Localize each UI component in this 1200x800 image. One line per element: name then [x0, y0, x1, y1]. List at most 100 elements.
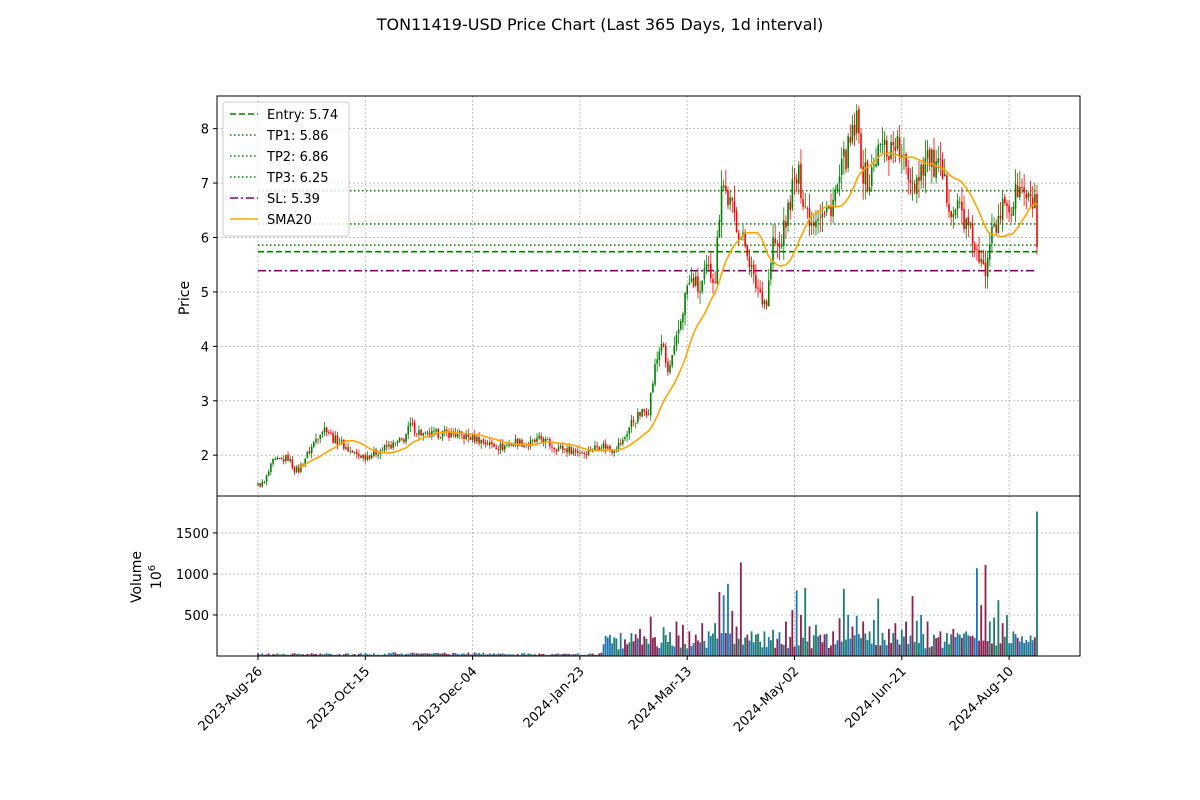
candle-body — [626, 434, 628, 437]
volume-bar — [259, 654, 262, 656]
candle-body — [1021, 186, 1023, 189]
candle-body — [819, 217, 822, 218]
candle-body — [785, 221, 787, 228]
volume-bar — [920, 614, 923, 656]
volume-bar — [701, 623, 704, 656]
volume-bar — [703, 640, 706, 656]
volume-bar — [551, 654, 553, 656]
candle-body — [441, 431, 444, 438]
candle-body — [963, 209, 965, 229]
volume-bar — [435, 652, 438, 656]
volume-bar — [853, 635, 856, 656]
candle-body — [789, 201, 792, 211]
level-lines — [258, 189, 1037, 272]
volume-bar — [669, 632, 671, 656]
candle-body — [967, 217, 970, 226]
volume-bar — [752, 642, 755, 656]
volume-bar — [570, 654, 573, 656]
candle-body — [903, 154, 905, 156]
candle-body — [877, 144, 879, 166]
volume-bar — [609, 634, 611, 656]
candle-body — [448, 431, 450, 438]
volume-bar — [656, 646, 659, 656]
volume-axis-label: Volume — [129, 551, 145, 603]
candle-body — [553, 447, 555, 450]
candle-body — [347, 447, 349, 452]
volume-bar — [686, 648, 689, 656]
candle-body — [750, 264, 753, 267]
volume-bar — [516, 653, 519, 656]
candle-body — [364, 454, 367, 460]
candle-body — [1010, 214, 1013, 216]
candle-body — [613, 451, 616, 454]
volume-bar — [836, 640, 839, 656]
volume-bar — [422, 653, 425, 656]
candle-body — [493, 443, 495, 447]
candle-body — [501, 443, 504, 450]
volume-bar — [480, 654, 483, 656]
volume-bar — [995, 645, 998, 656]
candle-body — [900, 155, 903, 158]
volume-bar — [744, 637, 747, 656]
candle-body — [800, 163, 802, 198]
candle-body — [323, 427, 326, 433]
volume-bar — [918, 643, 920, 656]
volume-bar — [1031, 640, 1034, 656]
x-tick-label: 2024-Jun-21 — [842, 664, 909, 731]
volume-bar — [385, 654, 388, 656]
volume-bar — [415, 653, 418, 656]
candle-body — [939, 158, 942, 160]
volume-bar — [531, 654, 534, 656]
candle-body — [654, 364, 656, 385]
volume-bar — [602, 644, 605, 656]
volume-bar — [673, 646, 676, 656]
volume-bar — [825, 633, 828, 656]
candle-body — [722, 185, 725, 188]
candle-body — [488, 442, 491, 445]
volume-bar — [441, 653, 444, 656]
legend-label: TP1: 5.86 — [266, 129, 329, 144]
candle-body — [714, 281, 716, 283]
volume-bar — [587, 653, 590, 656]
candle-body — [471, 434, 474, 441]
candle-body — [821, 213, 824, 218]
candle-body — [971, 223, 974, 244]
candle-body — [585, 454, 588, 456]
volume-bar — [360, 653, 362, 656]
volume-bar — [982, 640, 985, 656]
volume-bar — [269, 654, 272, 656]
volume-tick-label: 500 — [184, 609, 209, 624]
volume-bar — [527, 653, 530, 656]
volume-bar — [933, 634, 935, 656]
candle-body — [716, 236, 719, 284]
volume-bar — [619, 633, 622, 656]
volume-bar — [943, 641, 946, 656]
volume-plot-frame — [216, 495, 1081, 657]
volume-bar — [697, 640, 699, 656]
volume-bar — [495, 654, 498, 656]
volume-bar — [988, 621, 991, 656]
volume-bar — [694, 634, 697, 656]
candle-body — [463, 434, 465, 439]
volume-bar — [626, 644, 629, 656]
volume-bar — [986, 641, 989, 656]
candle-body — [984, 262, 987, 276]
volume-bar — [452, 652, 455, 656]
candle-body — [416, 433, 418, 435]
volume-bar — [287, 654, 289, 656]
volume-bar — [336, 654, 339, 656]
volume-bar — [1006, 614, 1008, 656]
volume-bar — [274, 654, 277, 656]
candle-body — [645, 411, 648, 416]
volume-bar — [750, 631, 753, 656]
volume-bar — [364, 653, 367, 656]
candle-body — [267, 471, 270, 476]
candle-body — [519, 439, 521, 446]
candle-body — [291, 459, 294, 468]
candle-body — [564, 448, 566, 450]
volume-bar — [718, 592, 721, 656]
candle-body — [360, 455, 362, 458]
volume-bar — [561, 653, 564, 656]
price-panel: 2 3 4 5 6 7 8 Price Entry: 5.74 TP1: 5.86 TP2: 6… — [177, 95, 1081, 497]
candle-body — [572, 450, 575, 454]
